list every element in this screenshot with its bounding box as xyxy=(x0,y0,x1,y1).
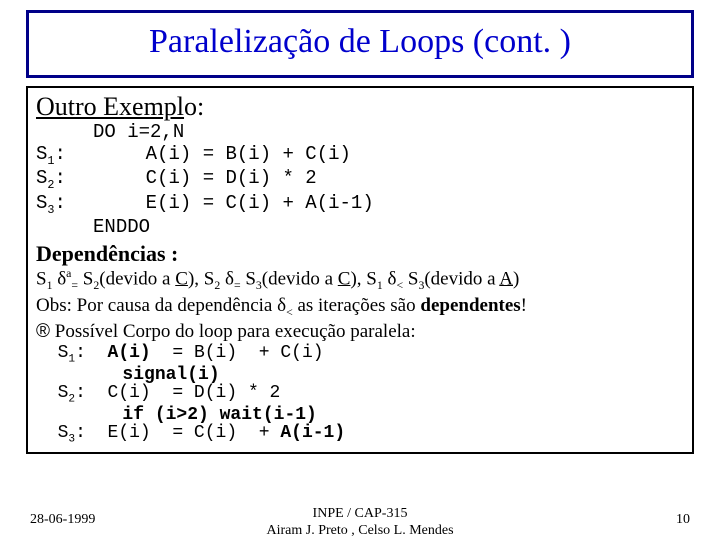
dependencies-heading: Dependências : xyxy=(36,241,684,267)
footer-page-number: 10 xyxy=(676,512,690,528)
code-block-parallel: S1: A(i) = B(i) + C(i) signal(i) S2: C(i… xyxy=(36,344,684,447)
obs-line: Obs: Por causa da dependência δ< as iter… xyxy=(36,294,684,321)
content-box: Outro Exemplo: DO i=2,N S1: A(i) = B(i) … xyxy=(26,86,694,454)
dependencies-body: S1 δa= S2(devido a C), S2 δ= S3(devido a… xyxy=(36,267,684,447)
slide-title: Paralelização de Loops (cont. ) xyxy=(35,23,685,61)
code-block-original: DO i=2,N S1: A(i) = B(i) + C(i) S2: C(i)… xyxy=(36,122,684,239)
footer-center: INPE / CAP-315 Airam J. Preto , Celso L.… xyxy=(0,506,720,540)
arrow-icon: ® xyxy=(36,321,50,342)
possible-line: ® Possível Corpo do loop para execução p… xyxy=(36,320,684,344)
example-heading: Outro Exemplo: xyxy=(36,92,684,122)
slide-footer: 28-06-1999 INPE / CAP-315 Airam J. Preto… xyxy=(0,506,720,540)
dependency-line: S1 δa= S2(devido a C), S2 δ= S3(devido a… xyxy=(36,267,684,294)
footer-date: 28-06-1999 xyxy=(30,512,95,528)
title-box: Paralelização de Loops (cont. ) xyxy=(26,10,694,78)
